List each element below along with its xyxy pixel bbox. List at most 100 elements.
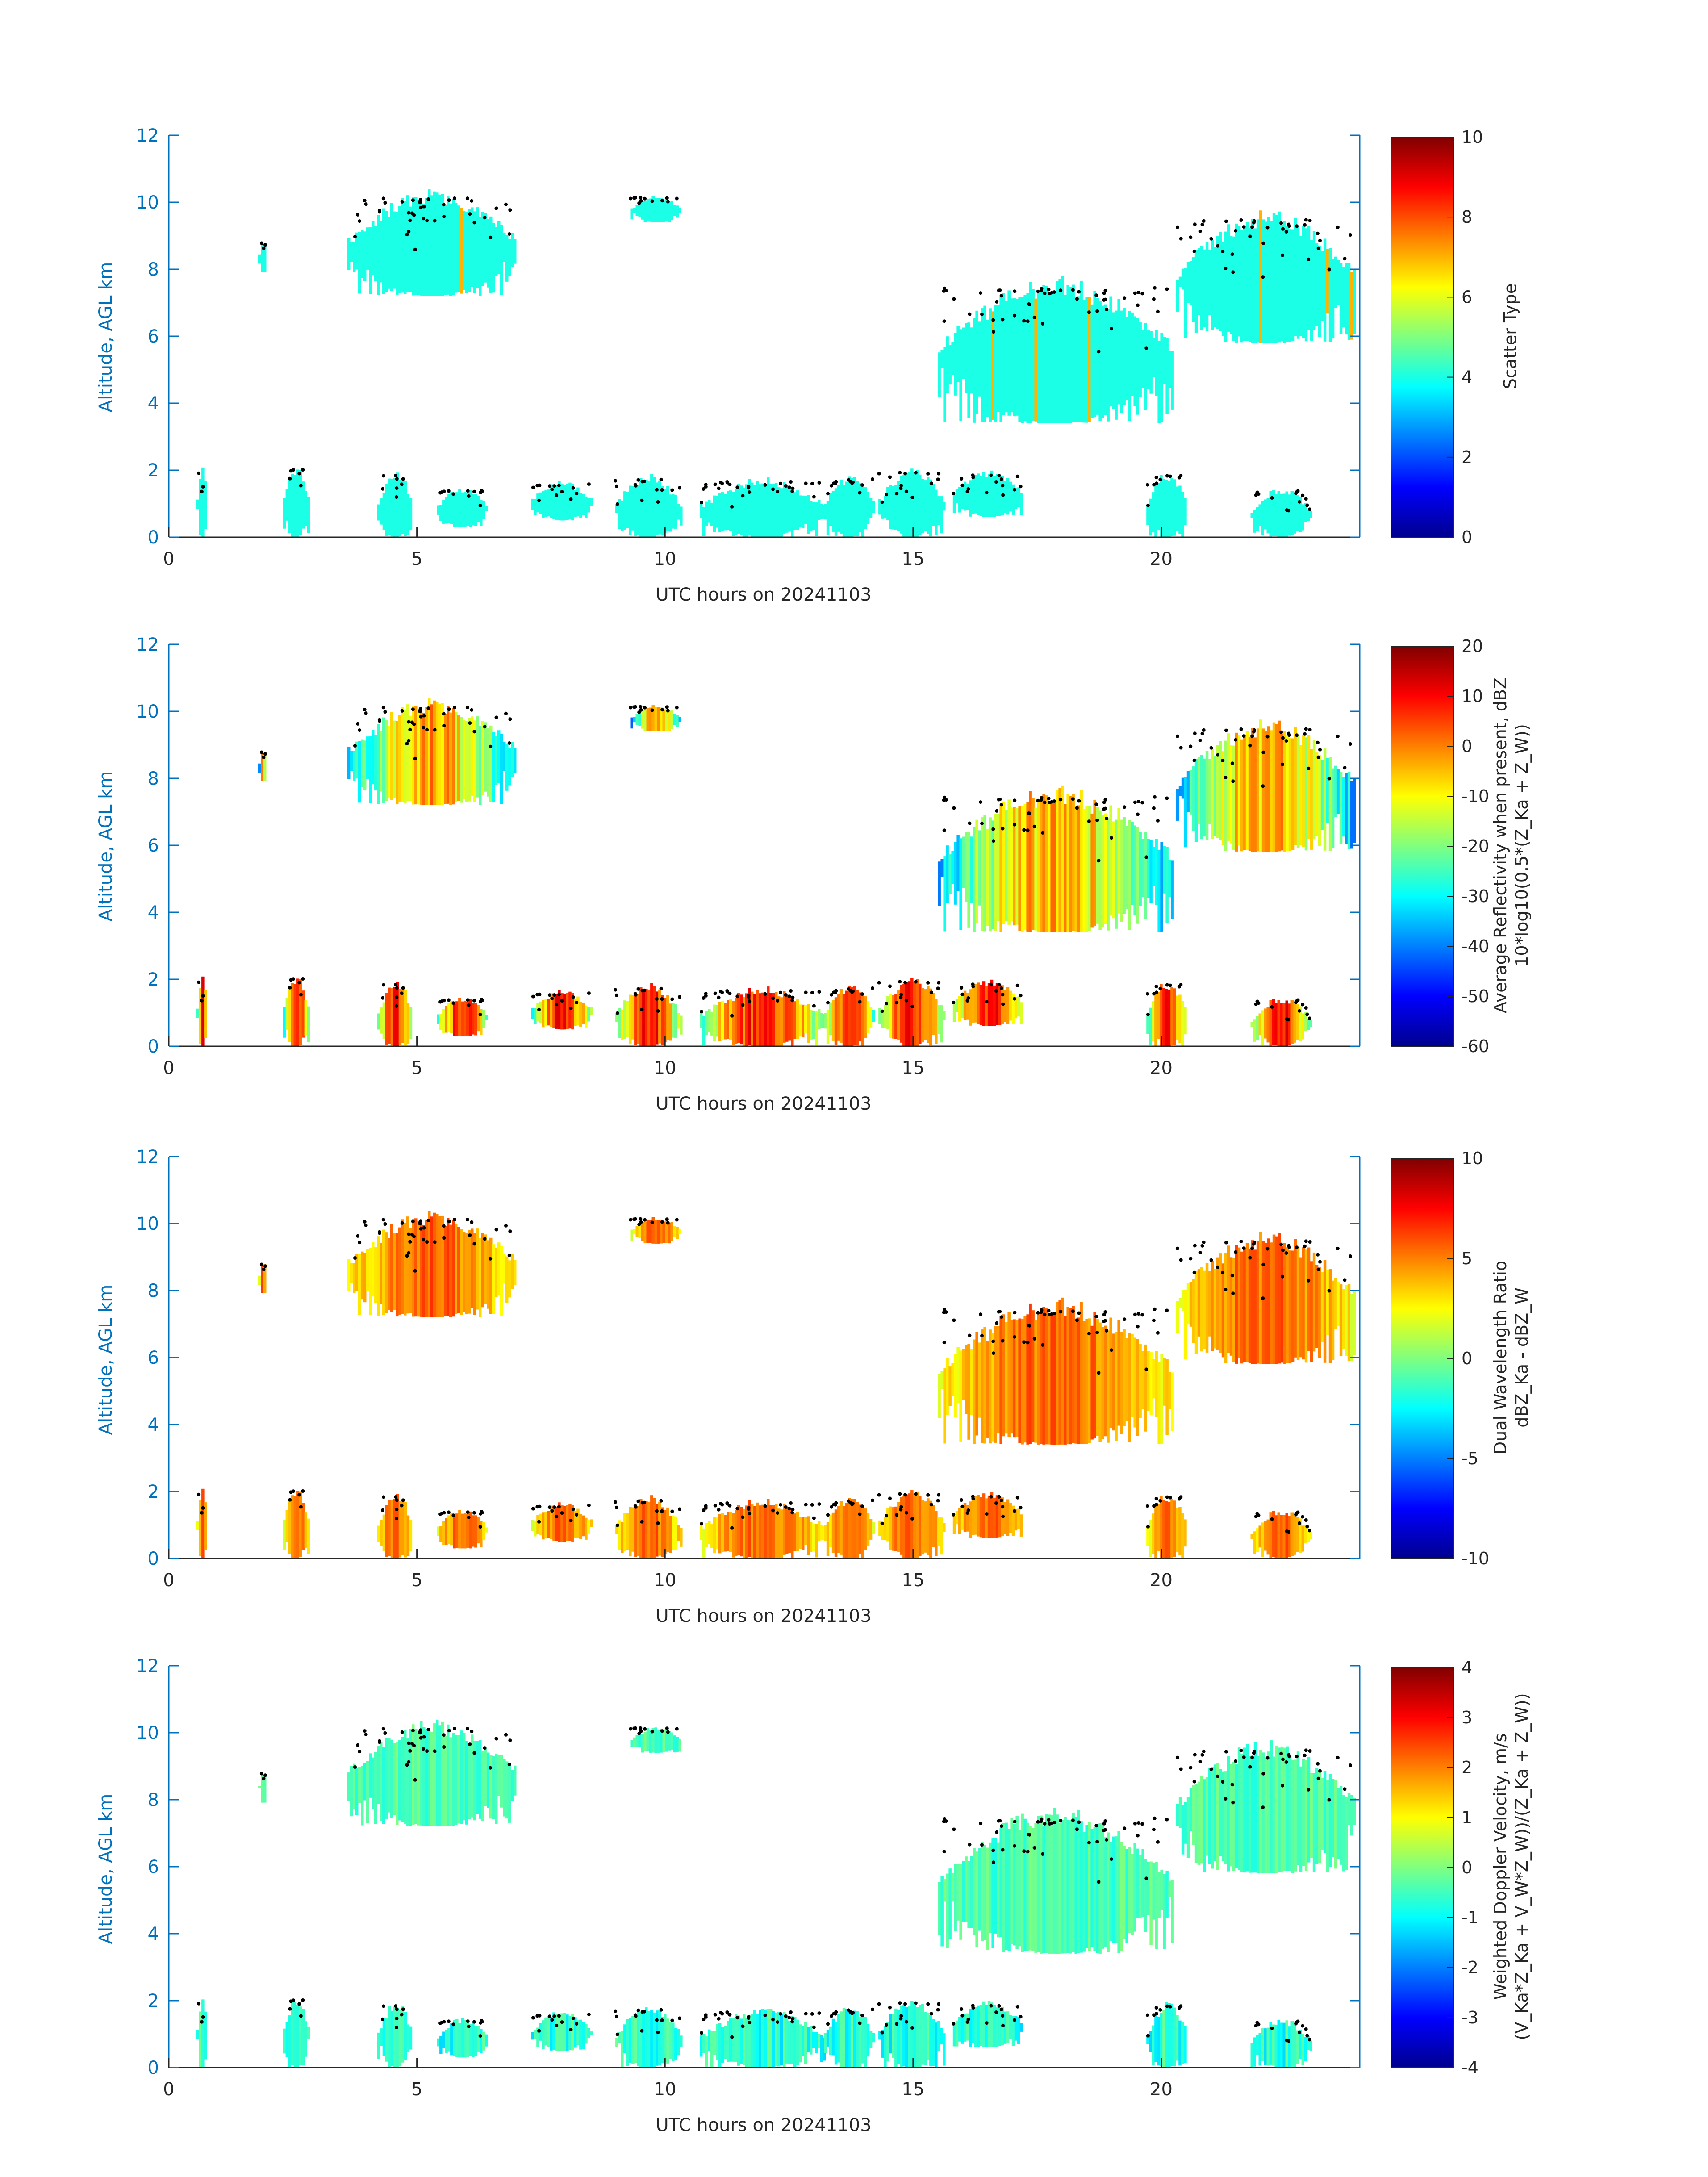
cloud-base-dot — [1087, 819, 1091, 823]
cloud-base-dot — [405, 1763, 409, 1767]
echo-column — [1007, 799, 1011, 925]
echo-column — [1328, 1774, 1332, 1867]
cloud-base-dot — [200, 1511, 204, 1515]
cloud-base-dot — [999, 294, 1003, 298]
echo-column — [401, 198, 404, 293]
echo-column — [1208, 250, 1211, 315]
echo-column — [799, 1004, 802, 1037]
echo-column — [1258, 1525, 1261, 1548]
echo-column — [463, 1232, 466, 1312]
cloud-base-dot — [489, 235, 493, 239]
echo-column — [1272, 999, 1275, 1045]
echo-column — [377, 215, 380, 295]
echo-column — [969, 989, 972, 1026]
y-tick-label: 8 — [148, 769, 159, 789]
cloud-base-dot — [1231, 1291, 1235, 1295]
echo-column — [444, 1226, 447, 1316]
echo-column — [409, 1729, 412, 1826]
echo-column — [657, 198, 660, 222]
x-tick-label: 15 — [902, 549, 924, 569]
cloud-base-dot — [1179, 1767, 1183, 1771]
echo-column — [1034, 1320, 1037, 1443]
cloud-base-dot — [377, 1739, 381, 1743]
echo-column — [1243, 737, 1246, 850]
echo-column — [406, 1515, 410, 1556]
echo-column — [261, 752, 264, 781]
cloud-base-dot — [1026, 828, 1030, 832]
echo-column — [1315, 752, 1319, 836]
echo-column — [956, 1864, 960, 1921]
cloud-base-dot — [747, 994, 751, 998]
cloud-base-dot — [422, 1238, 426, 1242]
echo-column — [743, 488, 746, 537]
echo-column — [783, 2011, 786, 2067]
echo-column — [1080, 1302, 1083, 1444]
echo-column — [536, 1003, 539, 1022]
echo-column — [826, 2030, 830, 2047]
echo-column — [1304, 503, 1307, 522]
echo-column — [1006, 987, 1010, 1024]
echo-column — [853, 1499, 856, 1558]
echo-column — [447, 1724, 450, 1826]
echo-column — [1243, 1249, 1246, 1362]
cloud-base-dot — [560, 490, 564, 494]
echo-column — [1248, 1249, 1252, 1363]
echo-column — [1350, 1294, 1353, 1361]
cloud-base-dot — [422, 217, 426, 221]
cloud-base-dot — [1040, 831, 1044, 835]
echo-column — [390, 479, 394, 537]
echo-column — [660, 1220, 663, 1244]
echo-column — [818, 2034, 821, 2048]
echo-column — [406, 2024, 410, 2052]
cloud-base-dot — [903, 472, 907, 476]
cloud-base-dot — [1071, 797, 1075, 801]
cloud-base-dot — [650, 199, 654, 203]
echo-column — [656, 991, 659, 1045]
echo-column — [585, 2024, 588, 2044]
cloud-base-dot — [871, 1498, 874, 1502]
cloud-base-dot — [1216, 244, 1219, 248]
cloud-base-dot — [1097, 350, 1101, 354]
cloud-base-dot — [640, 989, 644, 993]
echo-column — [1294, 217, 1297, 336]
cloud-base-dot — [201, 485, 205, 489]
echo-column — [534, 1008, 537, 1024]
echo-column — [1275, 1236, 1278, 1364]
echo-column — [1072, 1812, 1075, 1952]
echo-column — [438, 194, 442, 296]
echo-column — [296, 469, 300, 537]
echo-column — [1336, 260, 1340, 305]
cloud-base-dot — [442, 215, 446, 218]
echo-column — [437, 505, 440, 515]
echo-column — [1277, 1000, 1280, 1046]
cloud-base-dot — [1315, 1253, 1320, 1257]
echo-column — [1045, 286, 1048, 423]
cloud-base-dot — [353, 1256, 357, 1260]
cloud-base-dot — [1140, 801, 1144, 805]
echo-column — [307, 1518, 310, 1554]
cloud-base-dot — [991, 839, 995, 843]
echo-column — [433, 700, 436, 805]
echo-column — [853, 986, 856, 1045]
cloud-base-dot — [466, 1510, 470, 1514]
cloud-base-dot — [433, 219, 437, 223]
echo-column — [631, 995, 635, 1040]
cloud-base-dot — [262, 246, 266, 250]
echo-column — [919, 983, 922, 1044]
y-tick-label: 10 — [136, 702, 159, 722]
cloud-base-dot — [1209, 237, 1213, 241]
cloud-base-dot — [656, 500, 660, 504]
cloud-base-dot — [1175, 734, 1179, 738]
cloud-base-dot — [299, 993, 303, 997]
echo-column — [439, 2035, 443, 2054]
colorbar-gradient — [1391, 1667, 1454, 2068]
y-tick-label: 12 — [136, 1147, 159, 1167]
echo-column — [615, 504, 618, 513]
cloud-base-dot — [407, 211, 411, 215]
cloud-base-dot — [1198, 229, 1202, 233]
cloud-base-dot — [1022, 1849, 1026, 1853]
cloud-base-dot — [395, 995, 399, 999]
cloud-base-dot — [847, 2008, 851, 2012]
cloud-base-dot — [1059, 798, 1063, 802]
echo-column — [293, 475, 297, 537]
